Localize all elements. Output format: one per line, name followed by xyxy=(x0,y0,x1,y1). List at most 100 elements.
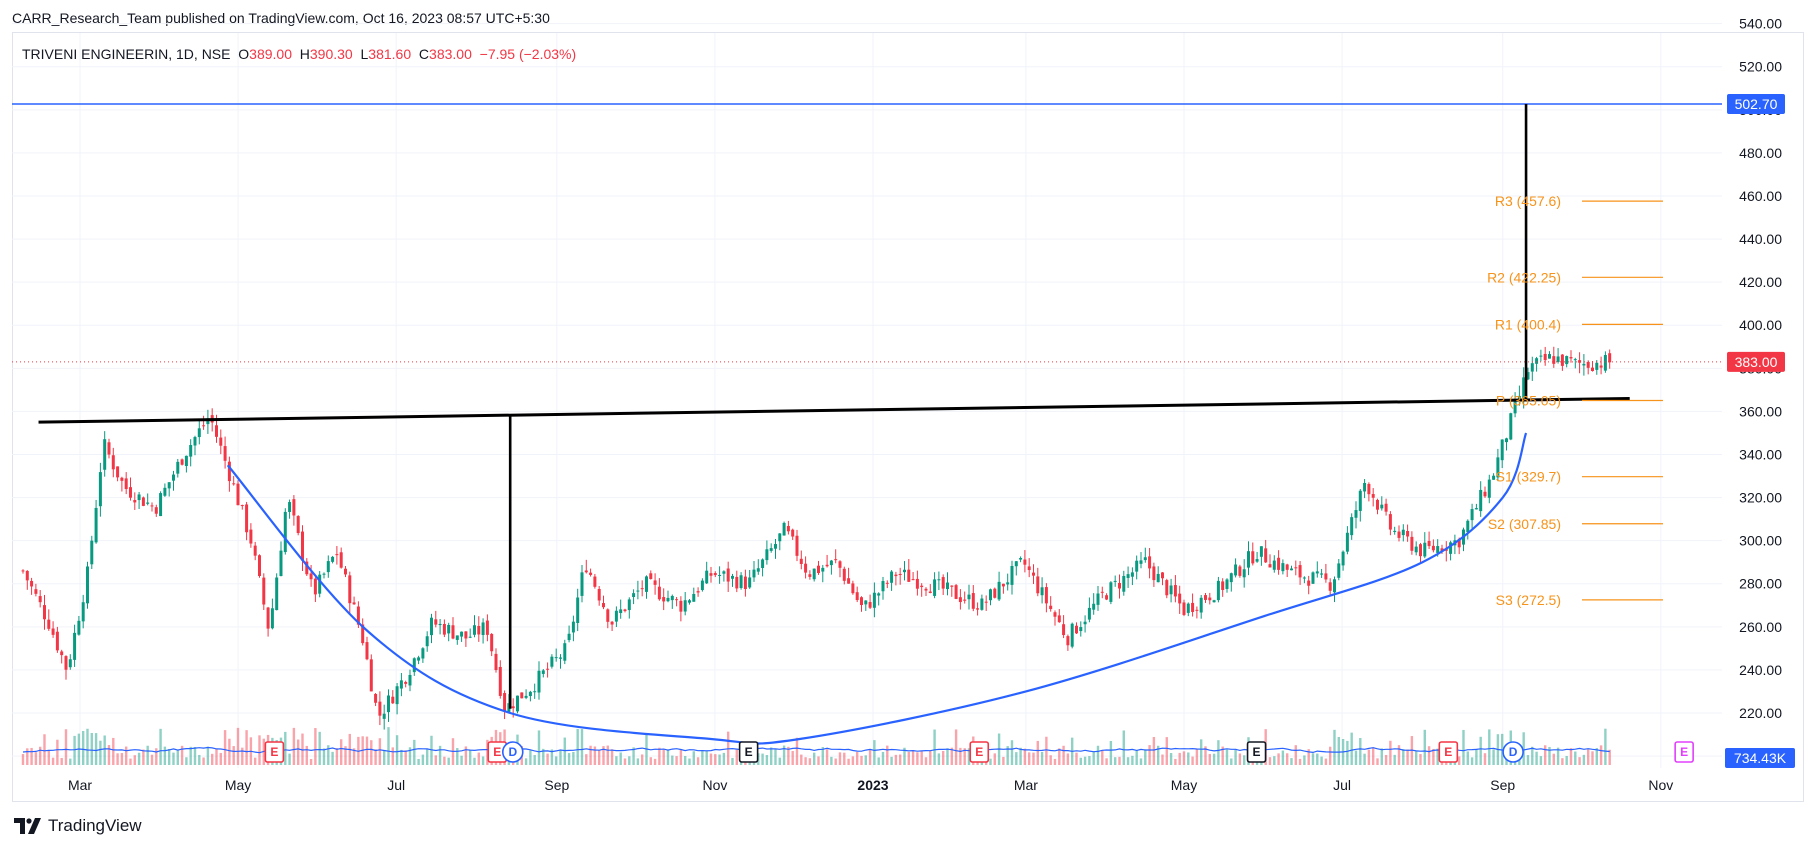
volume-bar xyxy=(1126,757,1130,765)
volume-bar xyxy=(615,756,618,765)
candle-body xyxy=(597,588,601,601)
candle-body xyxy=(1358,490,1362,511)
volume-bar xyxy=(941,750,945,765)
volume-bar xyxy=(193,747,197,765)
volume-bar xyxy=(382,750,386,765)
volume-bar xyxy=(1393,754,1396,765)
volume-bar xyxy=(1006,746,1009,765)
drawings xyxy=(12,103,1722,745)
event-letter: D xyxy=(508,745,517,759)
earnings-marker[interactable]: E xyxy=(264,741,285,763)
candle-body xyxy=(1595,362,1599,370)
candle-body xyxy=(791,529,795,537)
earnings-marker[interactable]: E xyxy=(487,741,508,763)
candle-body xyxy=(1113,580,1117,582)
candle-body xyxy=(1148,556,1152,569)
candle-body xyxy=(1590,367,1594,372)
candle-body xyxy=(967,594,971,600)
candle-body xyxy=(1603,355,1607,371)
x-tick-label: 2023 xyxy=(857,777,888,793)
candle-body xyxy=(773,544,777,549)
candle-body xyxy=(554,657,558,659)
candle-body xyxy=(756,568,760,572)
candle-body xyxy=(219,437,223,446)
candle-body xyxy=(21,570,25,572)
dividend-marker[interactable]: D xyxy=(501,741,524,763)
earnings-marker[interactable]: E xyxy=(1246,741,1267,763)
volume-bar xyxy=(1092,751,1095,765)
candle-body xyxy=(1324,573,1328,580)
candle-body xyxy=(640,588,644,590)
volume-bar xyxy=(1109,740,1113,765)
candle-body xyxy=(911,579,915,581)
volume-bar xyxy=(314,728,317,765)
candle-body xyxy=(1397,531,1401,538)
volume-bar xyxy=(1582,754,1586,765)
candle-body xyxy=(386,695,390,713)
volume-bar xyxy=(241,747,244,765)
volume-bar xyxy=(812,752,816,765)
volume-bar xyxy=(1402,749,1405,765)
volume-bar xyxy=(735,749,738,765)
volume-bar xyxy=(834,758,837,765)
tradingview-logo[interactable]: TradingView xyxy=(14,816,142,836)
candle-body xyxy=(623,609,627,612)
candle-body xyxy=(421,648,425,659)
candle-body xyxy=(335,554,339,556)
candle-body xyxy=(1466,520,1470,533)
earnings-box xyxy=(264,741,285,763)
volume-bar xyxy=(1389,740,1392,765)
candle-body xyxy=(1259,546,1263,557)
candle-body xyxy=(567,633,571,641)
candle-body xyxy=(937,579,941,581)
volume-bar xyxy=(322,748,326,765)
candle-body xyxy=(1208,597,1212,601)
candle-body xyxy=(133,499,137,503)
volume-bar xyxy=(632,747,635,765)
candle-body xyxy=(1492,475,1496,480)
candle-body xyxy=(1135,560,1139,572)
candle-body xyxy=(503,693,507,712)
earnings-marker[interactable]: E xyxy=(969,741,990,763)
earnings-marker[interactable]: E xyxy=(1438,741,1459,763)
volume-bar xyxy=(705,750,708,765)
volume-bar xyxy=(1161,754,1164,765)
candle-body xyxy=(821,567,825,572)
dividend-circle xyxy=(1502,741,1524,763)
y-tick-label: 440.00 xyxy=(1739,231,1782,247)
volume-bar xyxy=(1101,750,1104,765)
candle-body xyxy=(1449,542,1453,554)
candle-body xyxy=(391,696,395,704)
candle-body xyxy=(1122,575,1126,592)
candle-body xyxy=(438,623,442,626)
volume-bar xyxy=(1019,747,1022,765)
volume-bar xyxy=(709,753,713,765)
earnings-marker[interactable]: E xyxy=(738,741,759,763)
y-tick-label: 280.00 xyxy=(1739,576,1782,592)
earnings-marker[interactable]: E xyxy=(1674,741,1694,763)
candle-body xyxy=(1156,573,1160,583)
candle-body xyxy=(804,563,808,573)
candle-body xyxy=(498,666,502,696)
volume-bar xyxy=(550,749,554,765)
volume-bar xyxy=(1204,746,1207,765)
candle-body xyxy=(202,425,206,427)
candle-body xyxy=(429,617,433,636)
candle-body xyxy=(1504,438,1508,443)
candle-body xyxy=(481,622,485,636)
candle-body xyxy=(382,713,386,719)
candle-body xyxy=(1414,546,1418,553)
candle-body xyxy=(1195,609,1199,611)
candle-body xyxy=(993,588,997,598)
volume-bar xyxy=(800,754,803,765)
volume-bar xyxy=(1277,753,1280,765)
volume-bar xyxy=(1079,757,1082,765)
volume-bar xyxy=(1062,745,1065,765)
volume-bar xyxy=(417,758,420,765)
volume-bar xyxy=(1010,740,1014,765)
candle-body xyxy=(1139,560,1143,564)
volume-bar xyxy=(1475,748,1478,765)
candle-body xyxy=(644,576,648,592)
dividend-marker[interactable]: D xyxy=(1502,741,1524,763)
